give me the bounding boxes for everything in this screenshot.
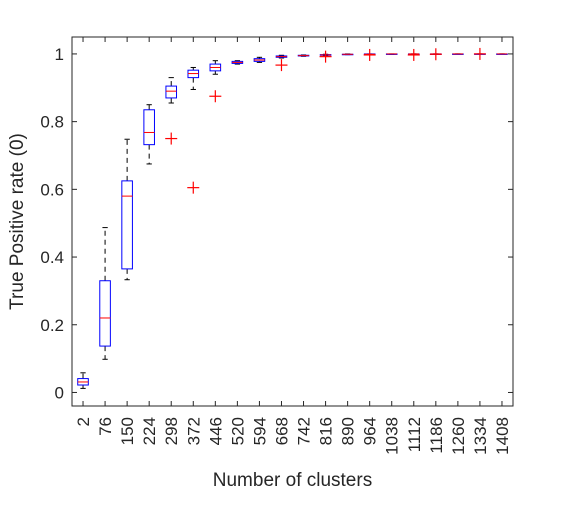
y-tick-label: 1 [55,45,64,64]
box-150 [121,138,133,281]
box-594 [253,56,266,63]
y-tick-label: 0.6 [40,180,64,199]
outlier-marker [187,181,200,194]
box-890 [341,53,354,56]
box-520 [231,60,244,65]
outlier-marker [429,48,442,61]
x-tick-label: 594 [250,417,269,445]
x-tick-label: 742 [295,417,314,445]
box-446 [209,60,222,103]
x-tick-label: 224 [140,417,159,445]
x-tick-label: 520 [228,417,247,445]
box-964 [363,48,376,61]
box-668 [275,54,288,72]
x-tick-label: 1186 [427,417,446,454]
outlier-marker [473,47,486,60]
box-1260 [452,53,464,55]
plot-frame [71,36,514,407]
x-tick-label: 298 [162,417,181,445]
x-tick-label: 1408 [493,417,512,455]
x-axis: 2 76 150 224 298 372 446 520 594 668 742 816 890 964 1… [74,37,512,455]
x-tick-label: 964 [361,417,380,445]
y-tick-label: 0.4 [40,248,64,267]
y-tick-label: 0.2 [40,316,64,335]
box-372 [187,66,200,194]
boxes-layer [77,47,508,389]
y-tick-label: 0 [55,383,64,402]
x-tick-label: 890 [339,417,358,445]
x-tick-label: 668 [272,417,291,445]
box-298 [165,77,178,145]
box-816 [319,50,332,63]
outlier-marker [209,90,222,103]
outlier-marker [407,48,420,61]
y-axis-label: True Positive rate (0) [7,133,28,310]
box-iqr [99,280,111,347]
x-tick-label: 150 [118,417,137,445]
y-tick-label: 0.8 [40,113,64,132]
box-2 [77,372,89,389]
outlier-marker [275,59,288,72]
x-tick-label: 816 [317,417,336,445]
outlier-marker [363,48,376,61]
x-tick-label: 1334 [471,417,490,455]
box-iqr [121,180,133,270]
box-224 [143,104,155,165]
box-1112 [407,48,420,61]
box-76 [99,227,111,360]
x-axis-label: Number of clusters [213,470,372,491]
x-tick-label: 1038 [383,417,402,455]
box-1186 [429,48,442,61]
x-tick-label: 2 [74,417,93,426]
box-1038 [385,53,398,55]
box-742 [297,54,310,57]
outlier-marker [165,132,178,145]
plot-area [72,37,513,406]
box-iqr [143,109,155,146]
box-1334 [473,47,486,60]
box-1408 [496,53,508,55]
y-axis: 0 0.2 0.4 0.6 0.8 1 [40,45,513,402]
outlier-marker [319,50,332,63]
box-iqr [165,85,178,99]
x-tick-label: 446 [206,417,225,445]
x-tick-label: 1112 [405,417,424,452]
x-tick-label: 76 [96,417,115,436]
x-tick-label: 1260 [449,417,468,455]
x-tick-label: 372 [184,417,203,445]
